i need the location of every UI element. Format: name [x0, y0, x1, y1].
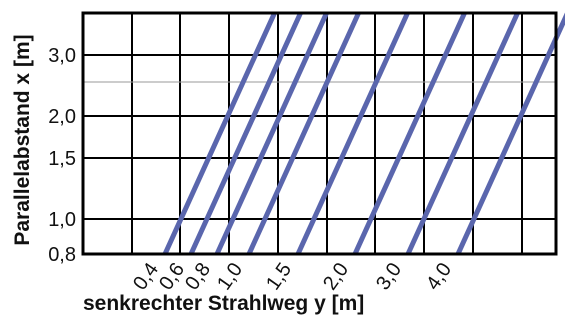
- x-axis-label-main: senkrechter Strahlweg: [83, 292, 308, 315]
- x-category-label: 0,8: [181, 259, 215, 294]
- y-tick-label: 1,5: [48, 148, 76, 170]
- series-line: [188, 11, 303, 256]
- y-axis-label-main: Parallelabstand: [11, 90, 34, 245]
- series-line: [246, 11, 361, 256]
- series-line: [214, 11, 329, 256]
- y-axis-label: Parallelabstand x [m]: [11, 34, 34, 245]
- y-tick-labels: 0,8 1,0 1,5 2,0 3,0: [48, 45, 76, 266]
- plot-frame: [81, 11, 558, 256]
- x-category-label: 3,0: [372, 259, 406, 294]
- y-tick-label: 3,0: [48, 45, 76, 67]
- series-line: [162, 11, 277, 256]
- x-category-label: 4,0: [422, 259, 456, 294]
- y-axis-label-unit: [m]: [11, 34, 34, 67]
- x-category-label: 1,5: [262, 259, 296, 294]
- x-category-label: 1,0: [213, 259, 247, 294]
- series-line: [295, 11, 410, 256]
- y-tick-label: 1,0: [48, 209, 76, 231]
- series-line: [352, 11, 467, 256]
- series-line: [405, 11, 520, 256]
- x-axis-label-var: y: [314, 292, 326, 315]
- x-axis-label-unit: [m]: [332, 292, 365, 315]
- series-group: [162, 11, 565, 256]
- series-line: [455, 12, 565, 256]
- y-axis-label-var: x: [11, 73, 34, 85]
- x-axis-label: senkrechter Strahlweg y [m]: [83, 292, 364, 315]
- y-tick-label: 0,8: [48, 244, 76, 266]
- x-category-label: 2,0: [319, 259, 353, 294]
- x-category-labels: 0,40,60,81,0 1,5 2,0 3,0 4,0: [129, 259, 456, 294]
- y-tick-label: 2,0: [48, 106, 76, 128]
- grid: [83, 13, 556, 254]
